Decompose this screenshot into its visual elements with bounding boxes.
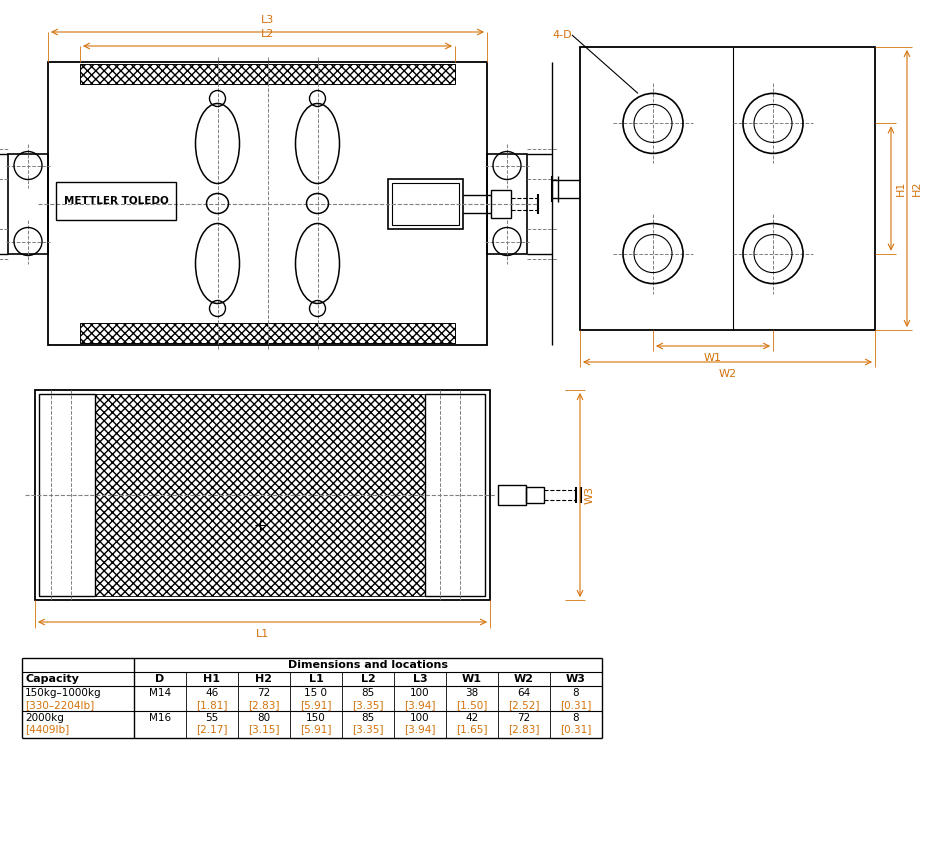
Text: L3: L3 — [413, 674, 428, 684]
Text: H2: H2 — [256, 674, 273, 684]
Text: H1: H1 — [204, 674, 221, 684]
Text: [3.94]: [3.94] — [404, 700, 436, 710]
Text: 72: 72 — [517, 713, 531, 723]
Text: 72: 72 — [258, 688, 271, 698]
Bar — [48, 62, 487, 345]
Text: [2.83]: [2.83] — [248, 700, 279, 710]
Text: [5.91]: [5.91] — [300, 724, 331, 734]
Text: L3: L3 — [261, 15, 274, 25]
Text: L1: L1 — [256, 629, 269, 639]
Bar — [526, 487, 544, 503]
Text: [1.81]: [1.81] — [196, 700, 228, 710]
Text: H1: H1 — [896, 180, 906, 197]
Bar — [35, 390, 490, 600]
Text: 100: 100 — [411, 713, 430, 723]
Text: 4-D: 4-D — [552, 30, 572, 40]
Bar — [580, 47, 875, 330]
Text: 8: 8 — [573, 688, 580, 698]
Text: W1: W1 — [704, 353, 722, 363]
Text: L1: L1 — [309, 674, 324, 684]
Bar — [80, 323, 455, 343]
Text: [2.17]: [2.17] — [196, 724, 228, 734]
Text: 42: 42 — [465, 713, 479, 723]
Text: Capacity: Capacity — [25, 674, 79, 684]
Bar — [39, 394, 95, 596]
Text: 55: 55 — [206, 713, 219, 723]
Text: [1.50]: [1.50] — [456, 700, 488, 710]
Text: 46: 46 — [206, 688, 219, 698]
Text: D: D — [156, 674, 164, 684]
Text: M14: M14 — [149, 688, 171, 698]
Bar — [491, 190, 511, 218]
Text: [2.52]: [2.52] — [508, 700, 540, 710]
Text: H2: H2 — [912, 180, 922, 197]
Text: [330–2204lb]: [330–2204lb] — [25, 700, 94, 710]
Text: METTLER TOLEDO: METTLER TOLEDO — [63, 196, 168, 205]
Text: L2: L2 — [261, 29, 274, 39]
Bar — [8, 153, 48, 254]
Text: [4409lb]: [4409lb] — [25, 724, 69, 734]
Text: [0.31]: [0.31] — [561, 724, 592, 734]
Text: [1.65]: [1.65] — [456, 724, 488, 734]
Bar — [95, 394, 425, 596]
Text: [0.31]: [0.31] — [561, 700, 592, 710]
Text: 80: 80 — [258, 713, 271, 723]
Bar — [487, 153, 527, 254]
Text: [2.83]: [2.83] — [508, 724, 540, 734]
Bar — [392, 182, 459, 225]
Text: [3.35]: [3.35] — [352, 724, 384, 734]
Text: 85: 85 — [362, 713, 375, 723]
Text: W2: W2 — [718, 369, 736, 379]
Bar — [498, 485, 526, 505]
Text: 8: 8 — [573, 713, 580, 723]
Bar — [56, 181, 176, 220]
Bar — [425, 394, 485, 596]
Text: [3.94]: [3.94] — [404, 724, 436, 734]
Text: 150: 150 — [306, 713, 326, 723]
Text: 85: 85 — [362, 688, 375, 698]
Text: 15 0: 15 0 — [305, 688, 328, 698]
Text: 100: 100 — [411, 688, 430, 698]
Text: Dimensions and locations: Dimensions and locations — [288, 660, 448, 670]
Bar — [387, 179, 463, 229]
Text: [3.15]: [3.15] — [248, 724, 279, 734]
Text: W3: W3 — [585, 486, 595, 504]
Text: 2000kg: 2000kg — [25, 713, 64, 723]
Text: 150kg–1000kg: 150kg–1000kg — [25, 688, 102, 698]
Text: L2: L2 — [361, 674, 376, 684]
Bar — [80, 64, 455, 84]
Text: [3.35]: [3.35] — [352, 700, 384, 710]
Text: M16: M16 — [149, 713, 171, 723]
Text: 38: 38 — [465, 688, 479, 698]
Text: 64: 64 — [517, 688, 531, 698]
Text: [5.91]: [5.91] — [300, 700, 331, 710]
Text: W1: W1 — [462, 674, 482, 684]
Text: W2: W2 — [514, 674, 534, 684]
Text: W3: W3 — [566, 674, 586, 684]
